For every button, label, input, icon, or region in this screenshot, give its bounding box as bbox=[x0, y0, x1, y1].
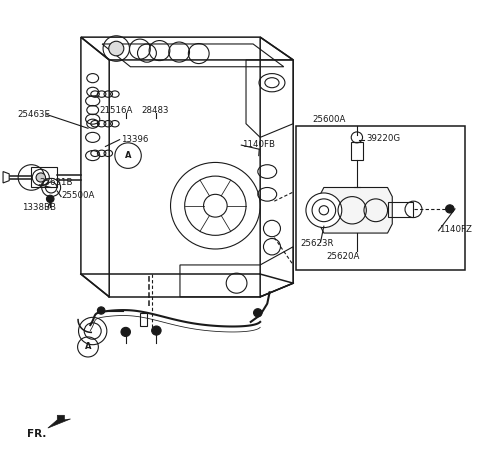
Circle shape bbox=[109, 41, 124, 56]
Circle shape bbox=[253, 308, 262, 317]
Text: 25623R: 25623R bbox=[300, 239, 334, 248]
Circle shape bbox=[47, 195, 54, 202]
Circle shape bbox=[445, 205, 454, 213]
Circle shape bbox=[152, 326, 161, 335]
Text: FR.: FR. bbox=[27, 430, 46, 440]
Circle shape bbox=[121, 327, 131, 336]
Text: 1140FZ: 1140FZ bbox=[440, 225, 472, 234]
Text: 1140FB: 1140FB bbox=[242, 140, 275, 149]
Text: 25600A: 25600A bbox=[312, 115, 345, 124]
Polygon shape bbox=[48, 415, 71, 428]
Text: A: A bbox=[125, 151, 132, 160]
Text: 39220G: 39220G bbox=[366, 134, 400, 143]
Text: 1338BB: 1338BB bbox=[22, 203, 56, 213]
Polygon shape bbox=[319, 187, 392, 233]
Circle shape bbox=[36, 173, 46, 182]
Text: 25500A: 25500A bbox=[61, 191, 95, 200]
Text: A: A bbox=[85, 342, 91, 351]
Text: 28483: 28483 bbox=[142, 106, 169, 115]
Bar bbox=[296, 126, 466, 270]
Circle shape bbox=[97, 307, 105, 314]
Circle shape bbox=[306, 193, 342, 228]
Text: 13396: 13396 bbox=[121, 135, 148, 144]
Text: 25463E: 25463E bbox=[17, 110, 50, 119]
Text: 25620A: 25620A bbox=[326, 252, 360, 261]
Text: 21516A: 21516A bbox=[99, 106, 133, 115]
Text: 25631B: 25631B bbox=[39, 178, 73, 187]
